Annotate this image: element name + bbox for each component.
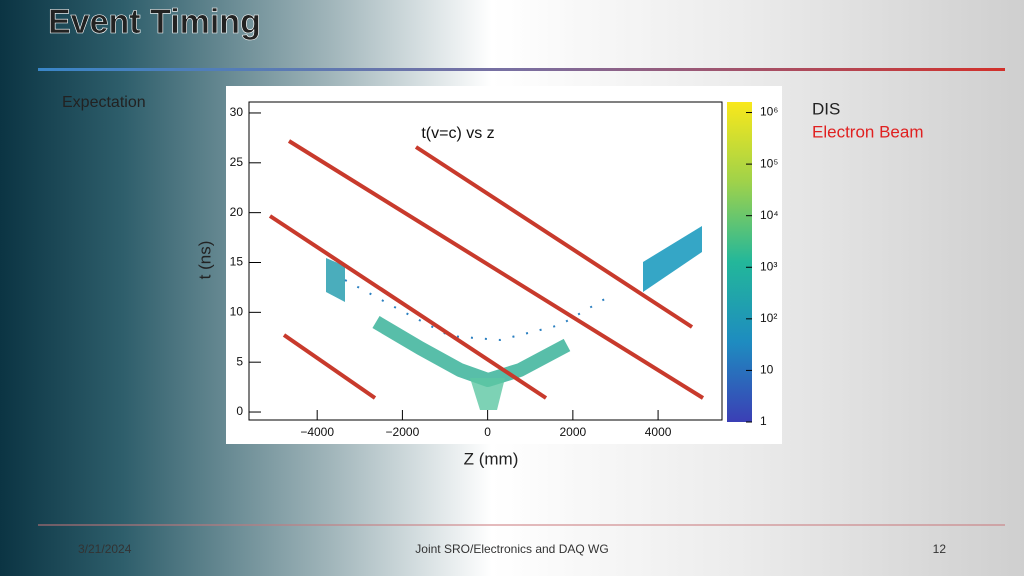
footer-date: 3/21/2024 — [78, 542, 132, 556]
colorbar-tick-label: 10⁴ — [760, 208, 779, 222]
y-tick-label: 30 — [230, 105, 244, 119]
y-tick-label: 10 — [230, 305, 244, 319]
y-tick-label: 5 — [236, 354, 243, 368]
colorbar-tick-label: 10³ — [760, 259, 777, 273]
plot-annotation: t(v=c) vs z — [421, 125, 494, 142]
legend-line: Electron Beam — [812, 122, 924, 141]
x-tick-label: 4000 — [645, 425, 672, 439]
colorbar-tick-label: 10⁵ — [760, 156, 778, 170]
footer-center: Joint SRO/Electronics and DAQ WG — [415, 542, 608, 556]
y-tick-label: 25 — [230, 155, 244, 169]
x-tick-label: −2000 — [386, 425, 420, 439]
x-tick-label: 2000 — [560, 425, 587, 439]
x-tick-label: 0 — [484, 425, 491, 439]
plot-panel — [226, 86, 782, 444]
colorbar — [727, 102, 752, 422]
footer-page: 12 — [933, 542, 947, 556]
plot-frame — [248, 101, 723, 421]
title-rule — [38, 68, 1005, 71]
y-tick-label: 15 — [230, 255, 244, 269]
colorbar-tick-label: 10² — [760, 311, 777, 325]
histogram-image — [326, 226, 702, 410]
guide-lines — [268, 139, 705, 400]
colorbar-tick-label: 10 — [760, 363, 774, 377]
legend-line: DIS — [812, 99, 840, 118]
x-tick-label: −4000 — [300, 425, 334, 439]
colorbar-tick-label: 1 — [760, 414, 767, 428]
colorbar-tick-label: 10⁶ — [760, 105, 778, 119]
y-tick-label: 0 — [236, 404, 243, 418]
y-tick-label: 20 — [230, 205, 244, 219]
x-axis-label: Z (mm) — [464, 449, 519, 468]
side-label: Expectation — [62, 94, 146, 111]
y-axis-label: t (ns) — [195, 241, 214, 280]
slide-title: Event Timing — [48, 3, 261, 41]
